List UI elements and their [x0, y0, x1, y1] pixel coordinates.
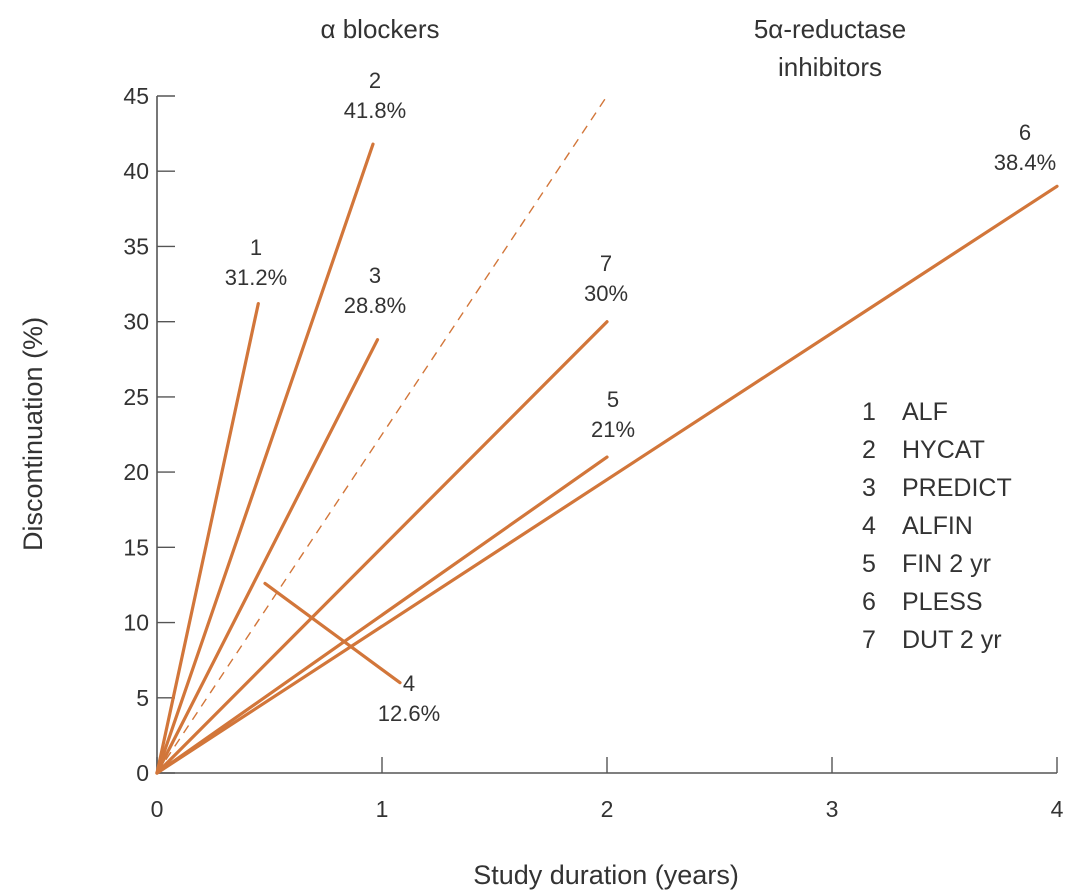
legend: 1 ALF 2 HYCAT 3 PREDICT 4 ALFIN 5 FIN 2 yr 6 PLESS 7…: [862, 398, 1012, 654]
legend-number: 3: [862, 474, 876, 502]
series-value-label: 31.2%: [225, 265, 287, 290]
series-number-label: 2: [369, 68, 381, 93]
legend-number: 5: [862, 550, 876, 578]
y-tick-label: 0: [136, 760, 149, 786]
series-number-label: 7: [600, 251, 612, 276]
y-tick-label: 20: [123, 459, 149, 485]
series-line-4: [263, 581, 402, 685]
series-value-label: 41.8%: [344, 98, 406, 123]
y-tick-label: 10: [123, 610, 149, 636]
series-line-1: [155, 302, 260, 775]
legend-entry: FIN 2 yr: [902, 550, 991, 578]
series-number-label: 1: [250, 235, 262, 260]
series-lines: [155, 142, 1059, 775]
group-label-five-alpha: 5α-reductase: [754, 14, 906, 44]
legend-entry: HYCAT: [902, 436, 985, 464]
group-label-alpha: α blockers: [320, 14, 439, 44]
legend-number: 2: [862, 436, 876, 464]
x-tick-label: 3: [826, 796, 839, 822]
x-tick-label: 0: [151, 796, 164, 822]
series-line-7: [155, 320, 609, 775]
series-value-label: 38.4%: [994, 150, 1056, 175]
y-tick-label: 35: [123, 233, 149, 259]
x-tick-label: 2: [601, 796, 614, 822]
y-tick-label: 45: [123, 83, 149, 109]
y-tick-label: 25: [123, 384, 149, 410]
y-tick-label: 40: [123, 158, 149, 184]
y-tick-label: 15: [123, 534, 149, 560]
series-labels: 1 31.2% 2 41.8% 3 28.8% 4 12.6% 5 21% 6 38.4% 7 30%: [225, 68, 1056, 726]
y-tick-label: 30: [123, 309, 149, 335]
legend-number: 6: [862, 588, 876, 616]
reference-line: [156, 95, 608, 774]
series-number-label: 6: [1019, 120, 1031, 145]
series-number-label: 3: [369, 263, 381, 288]
legend-entry: PLESS: [902, 588, 983, 616]
series-line-5: [155, 455, 609, 775]
series-value-label: 12.6%: [378, 701, 440, 726]
y-axis-label: Discontinuation (%): [18, 317, 48, 551]
group-labels: α blockers 5α-reductase inhibitors: [320, 14, 906, 82]
legend-entry: DUT 2 yr: [902, 626, 1002, 654]
series-value-label: 21%: [591, 417, 635, 442]
legend-entry: PREDICT: [902, 474, 1012, 502]
series-number-label: 5: [607, 387, 619, 412]
legend-number: 4: [862, 512, 876, 540]
series-value-label: 30%: [584, 281, 628, 306]
legend-entry: ALFIN: [902, 512, 973, 540]
series-value-label: 28.8%: [344, 293, 406, 318]
reference-line-group: [156, 95, 608, 774]
legend-number: 1: [862, 398, 876, 426]
x-tick-label: 4: [1051, 796, 1064, 822]
legend-number: 7: [862, 626, 876, 654]
series-line-2: [155, 142, 375, 775]
x-axis-label: Study duration (years): [473, 860, 739, 890]
series-line-6: [155, 184, 1059, 775]
y-tick-label: 5: [136, 685, 149, 711]
legend-entry: ALF: [902, 398, 948, 426]
series-number-label: 4: [403, 671, 415, 696]
series-line-3: [155, 338, 380, 775]
x-tick-label: 1: [376, 796, 389, 822]
group-label-five-alpha: inhibitors: [778, 52, 882, 82]
